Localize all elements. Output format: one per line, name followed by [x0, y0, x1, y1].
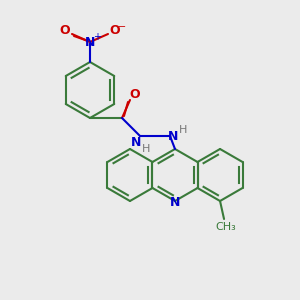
- Text: O: O: [60, 25, 70, 38]
- Text: H: H: [142, 144, 150, 154]
- Text: H: H: [179, 125, 187, 135]
- Text: N: N: [170, 196, 180, 209]
- Text: +: +: [93, 32, 101, 42]
- Text: N: N: [131, 136, 141, 149]
- Text: O: O: [130, 88, 140, 101]
- Text: CH₃: CH₃: [216, 222, 236, 232]
- Text: O: O: [110, 25, 120, 38]
- Text: N: N: [168, 130, 178, 142]
- Text: −: −: [118, 22, 126, 32]
- Text: N: N: [85, 35, 95, 49]
